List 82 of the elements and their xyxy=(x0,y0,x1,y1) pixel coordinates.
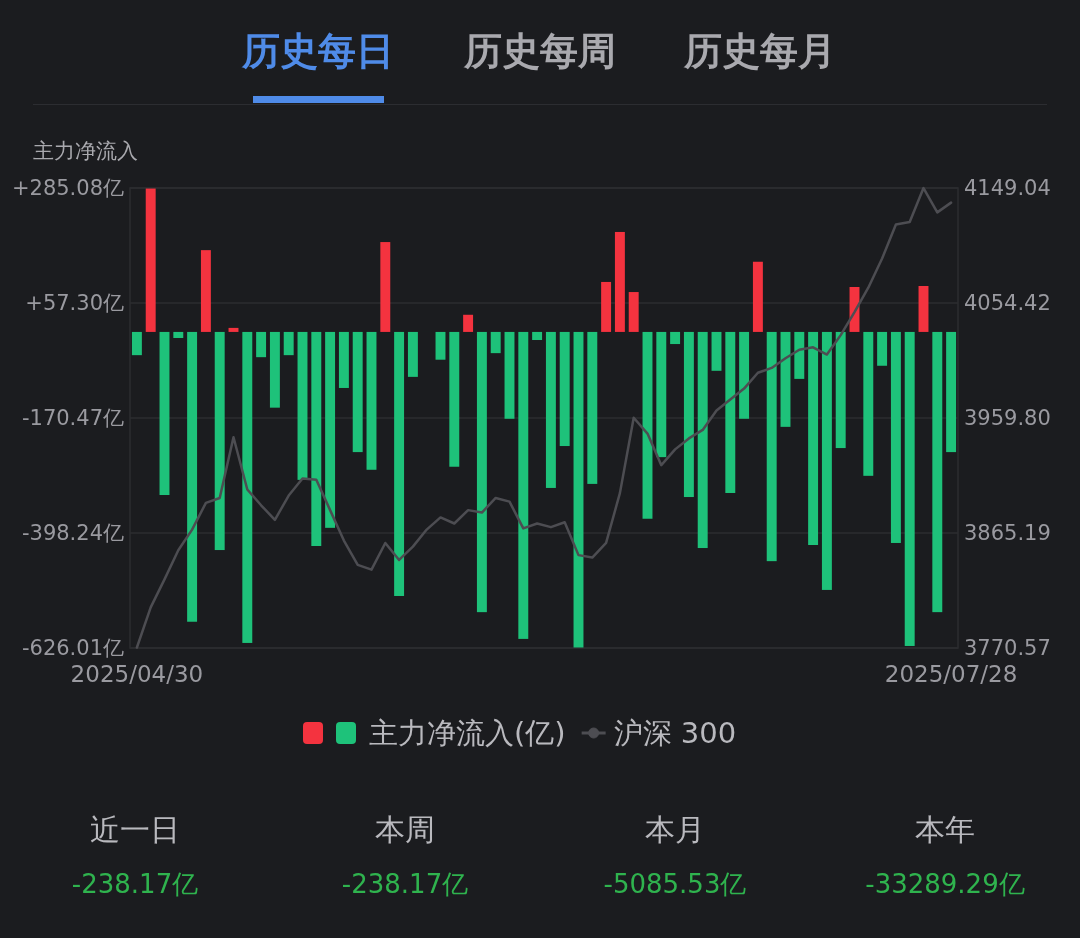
text: 历史每周 xyxy=(463,29,616,73)
bar xyxy=(808,331,819,545)
bar xyxy=(628,292,639,332)
bar xyxy=(352,331,363,453)
bar xyxy=(835,331,846,449)
bar xyxy=(890,331,901,543)
y2-tick-label: 4054.42 xyxy=(964,291,1051,315)
y2-tick-label: 4149.04 xyxy=(964,176,1051,200)
chart-title: 历史每日 xyxy=(241,29,394,73)
y2-tick-label: 3959.80 xyxy=(964,406,1051,431)
x-tick-label: 2025/04/30 xyxy=(70,661,204,687)
bar xyxy=(725,331,736,493)
bar xyxy=(821,331,832,590)
bar xyxy=(338,331,349,388)
bar xyxy=(614,231,625,332)
bar xyxy=(159,331,170,496)
legend-label: 沪深 300 xyxy=(613,716,737,750)
bar xyxy=(297,331,308,480)
bar xyxy=(476,331,487,613)
bar xyxy=(145,188,156,332)
text: -33289.29亿 xyxy=(865,869,1025,899)
bar xyxy=(670,331,681,345)
bar xyxy=(200,250,211,332)
y-axis-title: 主力净流入 xyxy=(33,139,138,163)
bar xyxy=(380,242,391,332)
bar xyxy=(449,331,460,467)
bar xyxy=(656,331,667,458)
x-tick-label: 2025/07/28 xyxy=(884,661,1018,687)
bar xyxy=(366,331,377,470)
bar xyxy=(283,331,294,356)
bar xyxy=(435,331,446,360)
text: 近一日 xyxy=(90,812,180,847)
bar xyxy=(683,331,694,498)
y-tick-label: -626.01亿 xyxy=(21,636,124,660)
bar xyxy=(394,331,405,596)
bar xyxy=(904,331,915,646)
bar xyxy=(739,331,750,419)
bar xyxy=(325,331,336,528)
y-tick-label: -170.47亿 xyxy=(21,406,124,430)
bar xyxy=(407,331,418,377)
bar xyxy=(518,331,529,639)
text: -5085.53亿 xyxy=(603,869,747,899)
bar xyxy=(228,327,239,332)
bar xyxy=(946,331,957,453)
bar xyxy=(587,331,598,484)
bar xyxy=(311,331,322,547)
line-series xyxy=(135,186,953,649)
text: 本周 xyxy=(375,812,435,847)
bar xyxy=(752,261,763,332)
bar xyxy=(877,331,888,366)
bar xyxy=(918,285,929,332)
text: 历史每月 xyxy=(683,29,836,73)
bar xyxy=(559,331,570,447)
bar xyxy=(697,331,708,549)
y2-tick-label: 3770.57 xyxy=(964,636,1051,660)
text: -238.17亿 xyxy=(71,869,199,899)
bar xyxy=(173,331,184,338)
bar xyxy=(504,331,515,419)
y-tick-label: +285.08亿 xyxy=(11,176,124,200)
bar xyxy=(131,331,142,356)
text: -238.17亿 xyxy=(341,869,469,899)
bar xyxy=(256,331,267,358)
text: 本年 xyxy=(915,812,975,847)
bar xyxy=(545,331,556,488)
bar xyxy=(187,331,198,622)
bar xyxy=(932,331,943,613)
bar xyxy=(463,314,474,332)
y2-tick-label: 3865.19 xyxy=(964,521,1051,545)
y-tick-label: +57.30亿 xyxy=(25,291,124,315)
text: 本月 xyxy=(645,812,705,847)
bar xyxy=(794,331,805,379)
bar xyxy=(242,331,253,643)
y-tick-label: -398.24亿 xyxy=(21,521,124,545)
legend-label: 主力净流入(亿) xyxy=(369,716,566,750)
bar xyxy=(269,331,280,408)
bar xyxy=(863,331,874,476)
bar xyxy=(601,281,612,332)
bar xyxy=(490,331,501,354)
bar xyxy=(214,331,225,551)
bar xyxy=(532,331,543,341)
bar xyxy=(711,331,722,371)
bar xyxy=(766,331,777,562)
